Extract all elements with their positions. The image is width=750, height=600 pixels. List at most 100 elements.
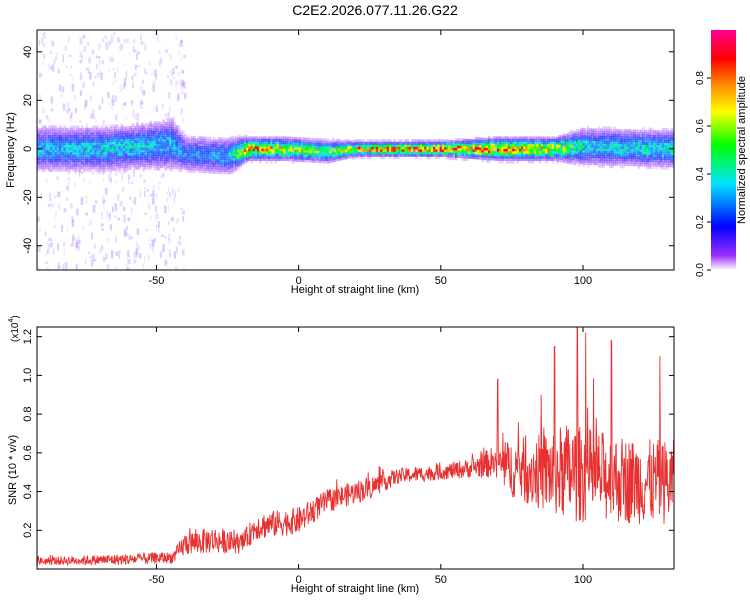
heatmap-cell (525, 158, 528, 162)
heatmap-cell (334, 156, 337, 160)
heatmap-cell (626, 153, 630, 157)
heatmap-cell (61, 144, 64, 148)
heatmap-cell (52, 154, 55, 158)
heatmap-cell (551, 155, 555, 159)
heatmap-cell (584, 137, 588, 141)
heatmap-cell (250, 160, 253, 164)
heatmap-cell (593, 138, 597, 142)
heatmap-cell (281, 155, 284, 159)
heatmap-cell (50, 166, 53, 170)
heatmap-cell (45, 161, 49, 165)
heatmap-noise-cell (181, 249, 183, 256)
heatmap-cell (114, 141, 117, 145)
heatmap-cell (351, 147, 355, 151)
heatmap-cell (655, 156, 658, 160)
heatmap-cell (72, 151, 75, 155)
heatmap-cell (602, 157, 605, 161)
heatmap-cell (111, 163, 115, 167)
heatmap-cell (39, 142, 42, 146)
heatmap-cell (459, 152, 462, 156)
heatmap-cell (136, 162, 139, 165)
heatmap-cell (285, 143, 289, 147)
heatmap-cell (67, 154, 71, 158)
heatmap-cell (114, 134, 117, 137)
heatmap-noise-cell (61, 224, 64, 233)
heatmap-cell (89, 151, 93, 155)
heatmap-cell (210, 163, 214, 167)
heatmap-cell (85, 130, 88, 133)
heatmap-cell (230, 137, 234, 141)
heatmap-cell (158, 150, 161, 154)
heatmap-noise-cell (139, 85, 143, 93)
heatmap-cell (276, 138, 280, 142)
heatmap-noise-cell (75, 240, 79, 249)
heatmap-cell (98, 127, 102, 131)
heatmap-cell (191, 150, 194, 154)
heatmap-cell (395, 144, 399, 148)
heatmap-noise-cell (125, 225, 129, 231)
heatmap-cell (74, 166, 77, 170)
heatmap-cell (617, 138, 621, 142)
heatmap-cell (105, 161, 108, 165)
heatmap-cell (122, 128, 126, 132)
heatmap-cell (543, 141, 546, 145)
heatmap-cell (518, 136, 522, 140)
heatmap-cell (204, 160, 207, 164)
heatmap-cell (221, 166, 225, 170)
heatmap-cell (70, 135, 73, 138)
heatmap-cell (584, 150, 588, 153)
heatmap-cell (323, 138, 326, 142)
heatmap-cell (646, 166, 649, 170)
snr-x-tick-label: 100 (574, 574, 592, 586)
heatmap-cell (63, 168, 66, 172)
heatmap-cell (107, 161, 110, 165)
heatmap-cell (169, 127, 172, 130)
heatmap-noise-cell (62, 264, 64, 270)
heatmap-cell (109, 153, 113, 157)
heatmap-cell (369, 156, 372, 160)
heatmap-cell (576, 133, 579, 137)
heatmap-cell (85, 132, 88, 136)
heatmap-cell (587, 138, 590, 141)
heatmap-cell (527, 155, 531, 159)
heatmap-cell (114, 131, 117, 135)
heatmap-cell (334, 159, 337, 162)
heatmap-cell (221, 144, 225, 148)
heatmap-cell (136, 130, 139, 134)
heatmap-cell (98, 156, 102, 160)
heatmap-noise-cell (159, 57, 163, 64)
heatmap-cell (254, 143, 258, 147)
heatmap-cell (162, 158, 165, 162)
heatmap-cell (120, 150, 124, 154)
heatmap-cell (428, 146, 432, 150)
heatmap-cell (543, 158, 546, 162)
heatmap-cell (122, 150, 126, 154)
heatmap-cell (624, 141, 627, 145)
heatmap-cell (501, 141, 504, 145)
heatmap-cell (334, 146, 337, 150)
heatmap-cell (560, 140, 564, 144)
heatmap-cell (661, 140, 665, 143)
heatmap-noise-cell (135, 65, 138, 68)
heatmap-noise-cell (126, 38, 129, 44)
heatmap-cell (74, 130, 77, 133)
heatmap-cell (259, 136, 262, 140)
heatmap-cell (507, 136, 511, 140)
heatmap-cell (532, 153, 535, 157)
heatmap-cell (268, 138, 271, 142)
heatmap-cell (265, 146, 269, 149)
heatmap-cell (571, 140, 575, 144)
heatmap-cell (155, 143, 159, 147)
heatmap-cell (186, 167, 190, 170)
heatmap-cell (140, 137, 143, 141)
heatmap-cell (105, 134, 108, 138)
heatmap-cell (613, 131, 616, 135)
heatmap-cell (378, 141, 381, 145)
heatmap-cell (48, 144, 51, 148)
heatmap-cell (105, 154, 108, 157)
snr-y-multiplier: (x104) (8, 315, 21, 342)
heatmap-noise-cell (179, 57, 182, 62)
heatmap-cell (54, 130, 58, 133)
heatmap-cell (177, 135, 181, 138)
heatmap-cell (505, 153, 509, 157)
